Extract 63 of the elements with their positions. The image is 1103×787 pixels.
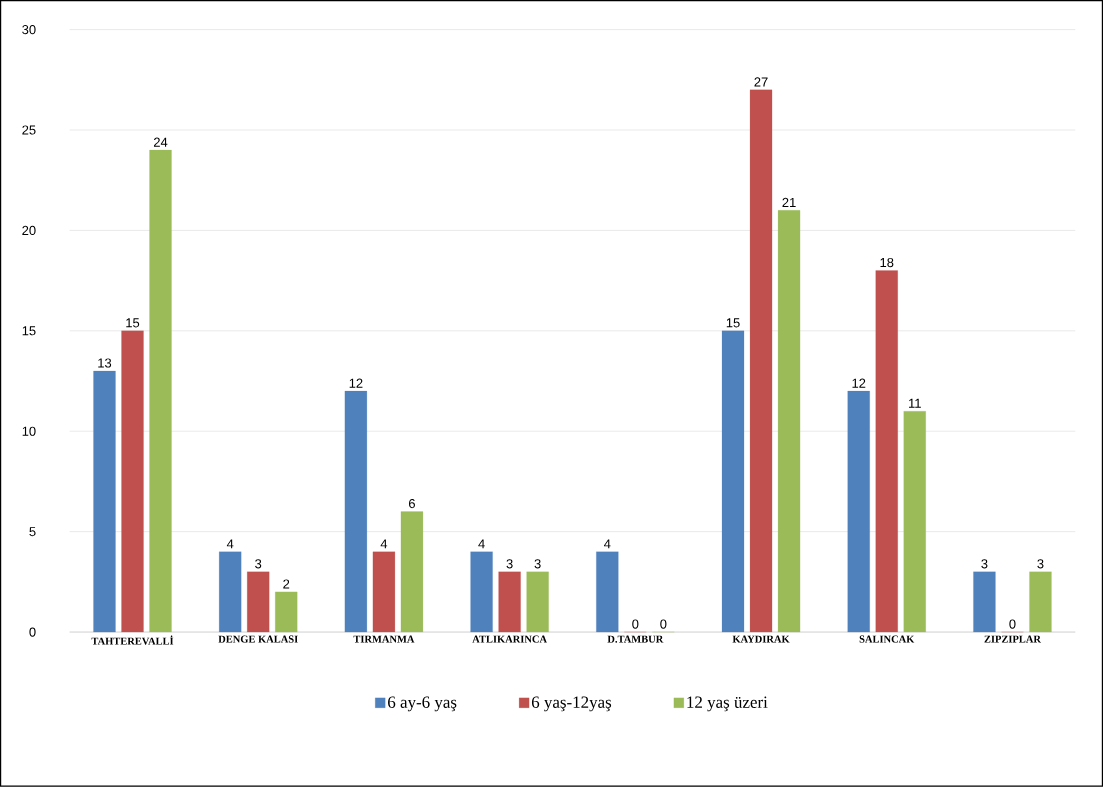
data-label: 18 [880,258,894,268]
bar [526,571,549,633]
bar [344,391,367,633]
legend-label: 6 yaş-12yaş [531,696,612,712]
y-tick-label: 20 [22,225,36,236]
bar [219,551,242,633]
data-label: 27 [754,77,768,87]
data-label: 4 [380,539,388,549]
data-label: 11 [909,398,921,408]
data-label: 4 [478,539,485,549]
y-tick-label: 0 [29,627,36,637]
data-label: 4 [604,539,611,549]
bar [973,571,996,633]
x-tick-label: SALINCAK [859,635,915,643]
y-tick-label: 15 [22,326,36,336]
bar [596,551,619,633]
x-tick-label: KAYDIRAK [732,635,790,643]
x-tick-label: D.TAMBUR [607,635,664,643]
bar [470,551,493,633]
bar [875,270,898,633]
bar [721,330,745,633]
bar [275,591,298,633]
bar [149,150,172,633]
data-label: 15 [726,318,740,328]
bar [903,411,926,633]
data-label: 12 [349,378,363,388]
bar [847,391,870,633]
bar [372,551,396,633]
x-tick-label: DENGE KALASI [218,635,298,643]
data-label: 24 [153,137,168,147]
data-label: 2 [283,579,290,589]
data-label: 4 [226,539,234,549]
bar [93,371,116,633]
y-tick-label: 10 [22,426,36,436]
x-tick-label: TIRMANMA [353,635,415,643]
data-label: 0 [660,619,667,629]
data-label: 21 [782,197,796,208]
x-tick-label: ZIPZIPLAR [984,635,1042,643]
y-tick-label: 5 [29,527,36,537]
data-label: 0 [632,619,639,629]
legend-label: 12 yaş üzeri [687,696,768,712]
bar [400,511,424,633]
data-label: 3 [255,559,262,569]
data-label: 3 [506,559,513,569]
bar [749,89,773,633]
bar [121,330,144,633]
data-label: 13 [98,358,112,368]
bar [247,571,270,633]
data-label: 15 [126,318,140,328]
bar [777,210,801,633]
data-label: 3 [1037,559,1044,569]
data-label: 12 [852,378,866,388]
data-label: 3 [534,559,541,569]
y-tick-label: 30 [22,25,36,35]
y-tick-label: 25 [22,125,36,135]
data-label: 0 [1009,619,1016,629]
data-label: 3 [981,559,988,569]
legend-label: 6 ay-6 yaş [388,696,457,712]
x-tick-label: ATLIKARINCA [472,635,547,643]
bar [1029,571,1052,633]
x-tick-label: TAHTEREVALLİ [91,635,174,645]
data-label: 6 [408,499,415,509]
bar [498,571,521,633]
